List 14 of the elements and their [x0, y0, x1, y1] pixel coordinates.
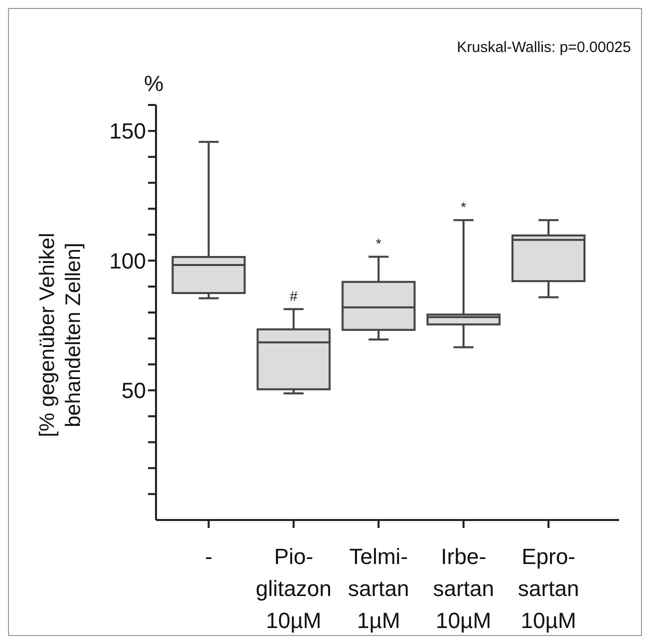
text: % — [144, 71, 164, 97]
x-tick-label: Telmi- sartan 1µM — [348, 544, 410, 633]
y-axis-title: [% gegenüber Vehikel behandelten Zellen] — [35, 232, 86, 440]
y-tick-label: 100 — [109, 248, 146, 274]
y-tick-label: 50 — [122, 378, 146, 404]
text: Kruskal-Wallis: p=0.00025 — [456, 39, 631, 56]
x-tick-label: Epro- sartan 10µM — [518, 544, 580, 633]
y-tick-label: 150 — [109, 118, 146, 144]
x-tick-label: - — [205, 544, 212, 569]
x-tick-label: Pio- glitazon 10µM — [256, 544, 332, 633]
annotation: * — [460, 198, 467, 215]
x-tick-label: Irbe- sartan 10µM — [432, 544, 494, 633]
annotation: # — [290, 288, 298, 304]
annotation: * — [376, 235, 382, 252]
